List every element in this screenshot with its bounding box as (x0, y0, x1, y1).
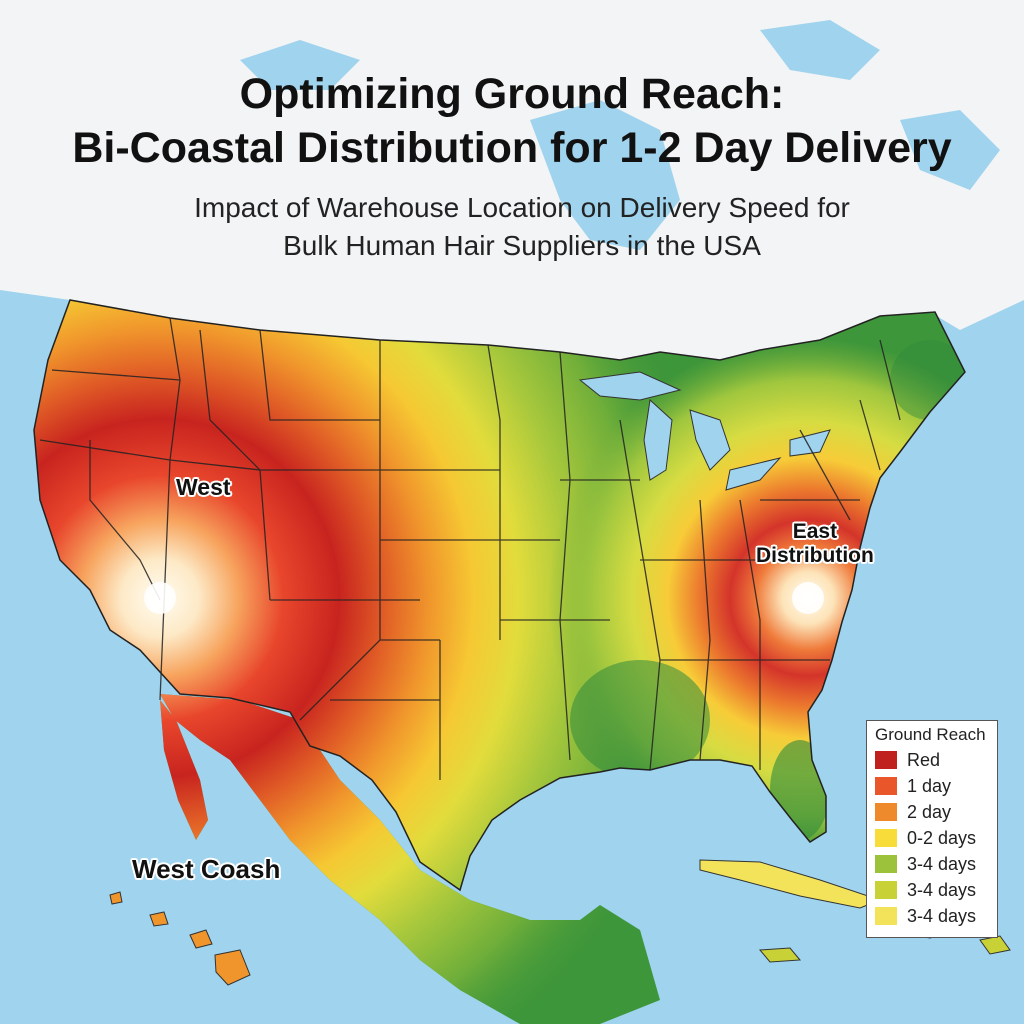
legend-swatch (875, 855, 897, 873)
legend-title: Ground Reach (875, 725, 986, 744)
legend-swatch (875, 777, 897, 795)
west-hub-label: West (176, 474, 231, 500)
legend-swatch (875, 881, 897, 899)
great-lakes (578, 371, 831, 491)
subtitle-line-1: Impact of Warehouse Location on Delivery… (194, 192, 850, 223)
east-hub-label: East Distribution (756, 520, 874, 568)
subtitle-line-2: Bulk Human Hair Suppliers in the USA (283, 230, 761, 261)
legend-item: 2 day (875, 799, 991, 825)
legend: Ground Reach Red 1 day 2 day 0-2 days 3-… (866, 720, 998, 938)
legend-item: 3-4 days (875, 877, 991, 903)
legend-swatch (875, 751, 897, 769)
legend-label: 2 day (907, 801, 952, 822)
legend-swatch (875, 803, 897, 821)
canada-landmass (0, 0, 1024, 360)
legend-swatch (875, 907, 897, 925)
page-title-line-2: Bi-Coastal Distribution for 1-2 Day Deli… (72, 124, 952, 172)
legend-item: Red (875, 747, 991, 773)
state-borders (39, 317, 901, 780)
page-title-line-1: Optimizing Ground Reach: (239, 70, 785, 118)
legend-label: 3-4 days (907, 879, 977, 900)
legend-label: Red (907, 749, 941, 770)
legend-item: 1 day (875, 773, 991, 799)
legend-label: 3-4 days (907, 853, 977, 874)
east-hub-marker (792, 582, 824, 614)
legend-item: 0-2 days (875, 825, 991, 851)
east-hub-label-line-2: Distribution (756, 544, 874, 567)
legend-swatch (875, 829, 897, 847)
cuba-island (699, 859, 882, 909)
legend-label: 0-2 days (907, 827, 977, 848)
hawaii-islands (109, 891, 251, 986)
legend-label: 1 day (907, 775, 952, 796)
west-hub-marker (144, 582, 176, 614)
west-coast-label: West Coash (132, 854, 281, 884)
legend-item: 3-4 days (875, 851, 991, 877)
legend-item: 3-4 days (875, 903, 991, 929)
legend-label: 3-4 days (907, 905, 977, 926)
east-hub-label-line-1: East (792, 520, 838, 543)
